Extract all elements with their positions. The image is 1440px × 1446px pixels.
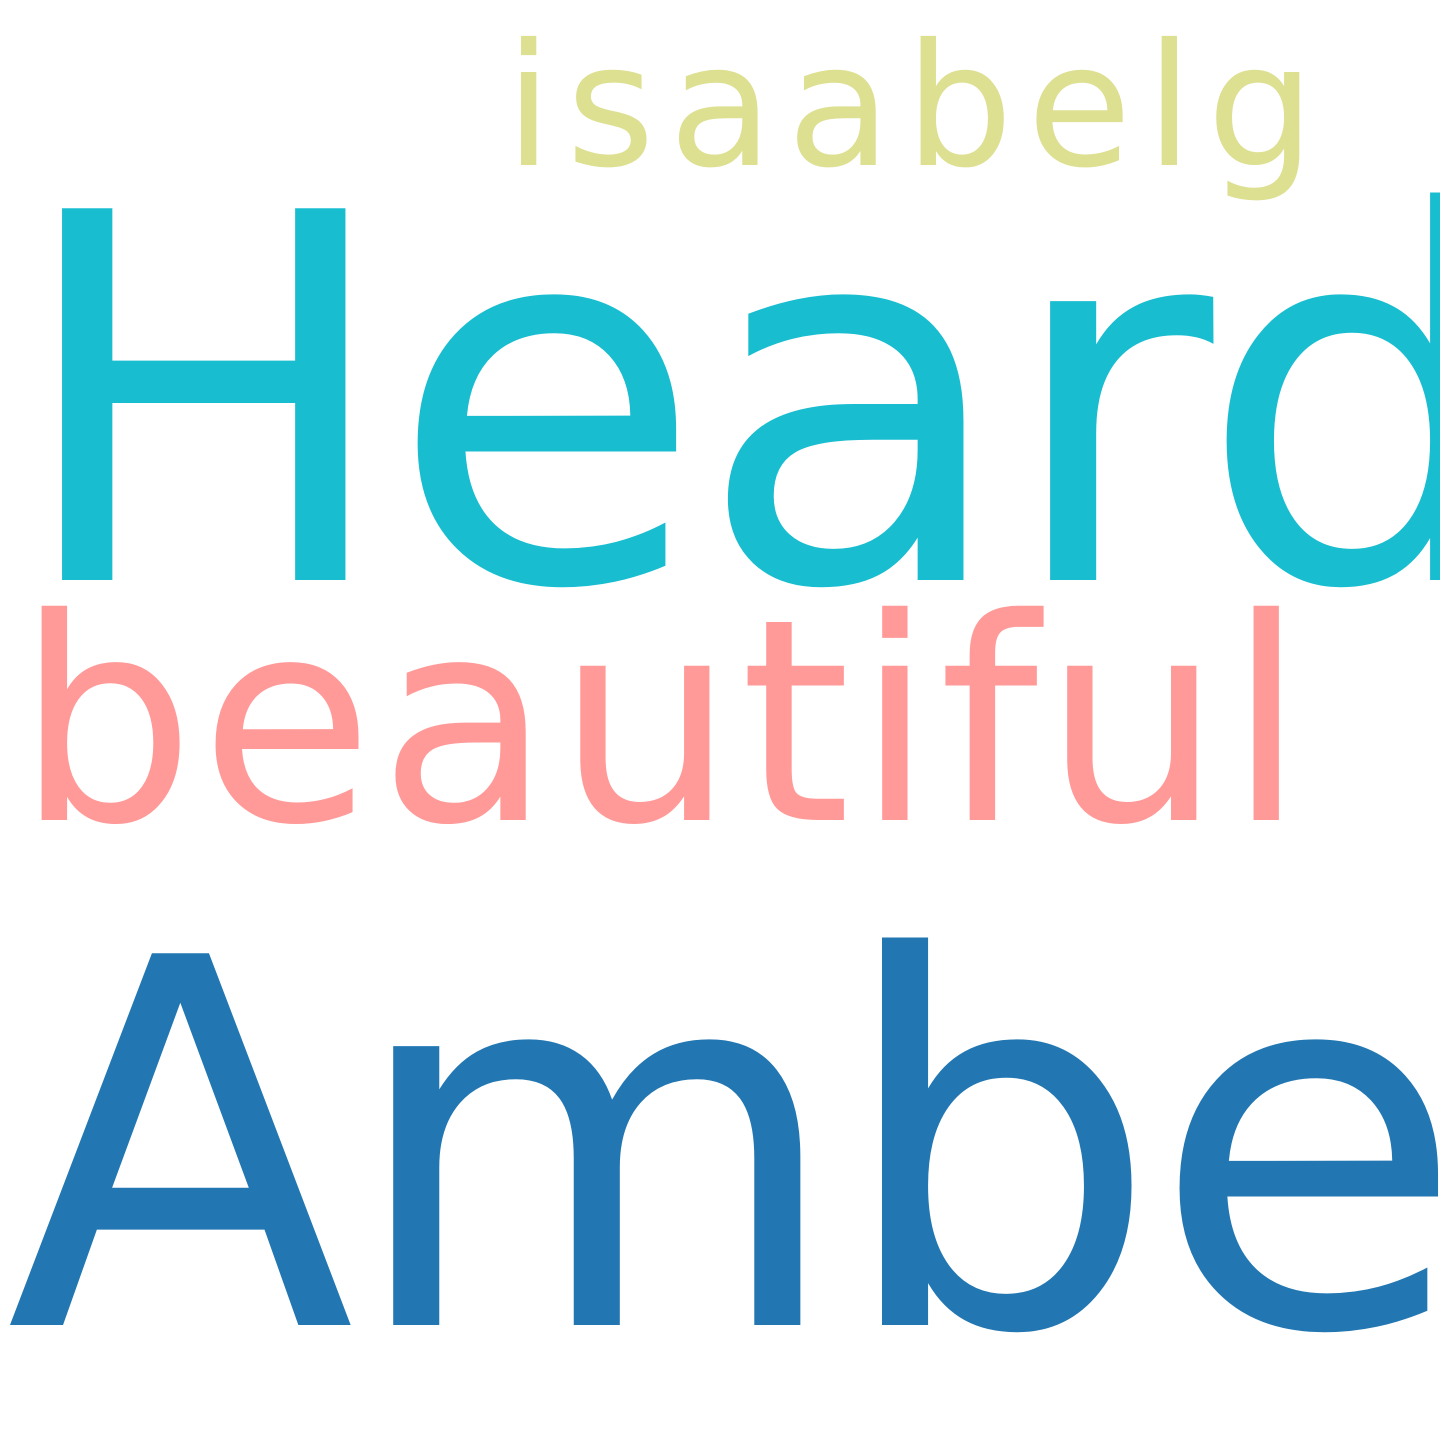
word-beautiful: beautiful (16, 558, 1311, 887)
word-amber: Amber (6, 853, 1440, 1446)
word-isaabelg: isaabelg (505, 8, 1329, 206)
word-heard: Heard (12, 108, 1440, 701)
